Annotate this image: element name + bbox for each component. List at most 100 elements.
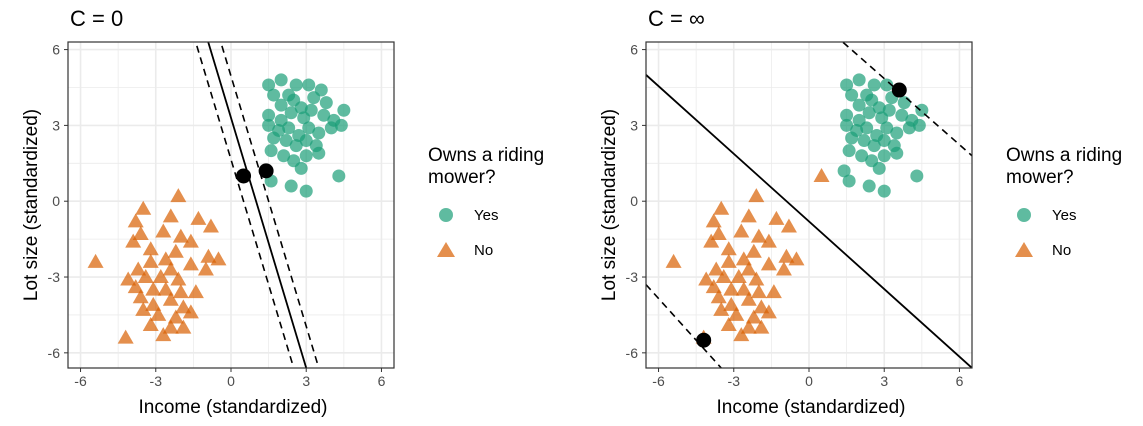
point-no xyxy=(775,261,792,276)
point-no xyxy=(127,279,144,294)
point-no xyxy=(162,208,179,223)
legend-right-title-line1: Owns a riding xyxy=(1006,145,1122,166)
y-axis-label-left: Lot size (standardized) xyxy=(21,109,42,301)
x-axis-label-left: Income (standardized) xyxy=(138,397,327,418)
point-no xyxy=(132,289,149,304)
point-no xyxy=(735,251,752,266)
point-no xyxy=(145,296,162,311)
point-no xyxy=(87,253,104,268)
point-yes xyxy=(912,118,926,132)
y-tick-label: 6 xyxy=(52,42,60,58)
point-no xyxy=(150,306,167,321)
point-yes xyxy=(872,161,886,175)
point-no xyxy=(768,210,785,225)
margin-line xyxy=(646,284,722,368)
panel-left: C = 0 -6 -3 0 3 6 -6 -3 0 3 6 Income (standardize… xyxy=(21,6,395,418)
point-yes xyxy=(840,108,854,122)
point-no xyxy=(142,317,159,332)
point-yes xyxy=(857,134,871,148)
point-yes xyxy=(337,103,351,117)
x-tick-label: -6 xyxy=(652,373,665,389)
y-tick-label: 6 xyxy=(630,42,638,58)
y-tick-label: 3 xyxy=(630,117,638,133)
point-yes xyxy=(312,126,326,140)
panel-border xyxy=(645,41,973,369)
point-yes xyxy=(867,78,881,92)
point-yes xyxy=(317,108,331,122)
point-no xyxy=(705,279,722,294)
point-yes xyxy=(877,134,891,148)
decision-boundary xyxy=(207,42,308,368)
y-tick-label: 3 xyxy=(52,117,60,133)
point-yes xyxy=(284,106,298,120)
point-no xyxy=(753,299,770,314)
margin-line xyxy=(841,42,972,157)
point-no xyxy=(125,233,142,248)
decision-boundary xyxy=(646,74,972,368)
point-yes xyxy=(289,139,303,153)
point-no xyxy=(740,291,757,306)
legend-left-title-line1: Owns a riding xyxy=(428,145,544,166)
y-tick-label: 0 xyxy=(630,193,638,209)
legend-right-no-key xyxy=(1015,242,1033,257)
point-no xyxy=(720,317,737,332)
support-vector-point xyxy=(236,168,252,184)
point-no xyxy=(710,226,727,241)
point-yes xyxy=(842,144,856,158)
support-vector-point xyxy=(258,163,274,179)
legend-right-yes-key xyxy=(1017,208,1031,222)
point-yes xyxy=(262,108,276,122)
point-no xyxy=(187,284,204,299)
point-no xyxy=(740,261,757,276)
legend-left-title-line2: mower? xyxy=(428,167,496,188)
point-no xyxy=(723,296,740,311)
x-tick-label: 0 xyxy=(805,373,813,389)
point-no xyxy=(715,269,732,284)
point-no xyxy=(167,243,184,258)
point-no xyxy=(117,329,134,344)
panel-right-title: C = ∞ xyxy=(648,6,705,31)
point-yes xyxy=(267,88,281,102)
point-yes xyxy=(877,184,891,198)
point-yes xyxy=(872,101,886,115)
point-no xyxy=(130,261,147,276)
panel-border xyxy=(67,41,395,369)
point-yes xyxy=(299,149,313,163)
margin-line xyxy=(219,42,320,368)
legend-left: Owns a riding mower? Yes No xyxy=(428,145,544,259)
point-yes xyxy=(840,118,854,132)
panel-left-title: C = 0 xyxy=(70,6,123,31)
point-no xyxy=(182,256,199,271)
point-no xyxy=(733,327,750,342)
point-yes xyxy=(880,121,894,135)
point-yes xyxy=(890,146,904,160)
point-yes xyxy=(262,118,276,132)
point-yes xyxy=(910,169,924,183)
point-yes xyxy=(877,149,891,163)
point-yes xyxy=(319,96,333,110)
point-yes xyxy=(279,134,293,148)
point-yes xyxy=(324,121,338,135)
point-no xyxy=(720,253,737,268)
point-no xyxy=(788,251,805,266)
point-yes xyxy=(262,78,276,92)
point-yes xyxy=(897,96,911,110)
x-tick-label: 0 xyxy=(227,373,235,389)
point-no xyxy=(713,200,730,215)
point-no xyxy=(172,228,189,243)
point-no xyxy=(152,269,169,284)
point-no xyxy=(175,319,192,334)
point-no xyxy=(157,281,174,296)
point-yes xyxy=(302,121,316,135)
support-vector-point xyxy=(891,82,907,98)
point-no xyxy=(745,243,762,258)
plot-area-left: -6 -3 0 3 6 -6 -3 0 3 6 xyxy=(48,41,395,389)
point-yes xyxy=(304,103,318,117)
y-tick-label: 0 xyxy=(52,193,60,209)
point-no xyxy=(813,167,830,182)
legend-left-no-label: No xyxy=(474,242,493,259)
point-no xyxy=(175,299,192,314)
point-yes xyxy=(334,118,348,132)
x-tick-label: -6 xyxy=(74,373,87,389)
point-no xyxy=(167,309,184,324)
